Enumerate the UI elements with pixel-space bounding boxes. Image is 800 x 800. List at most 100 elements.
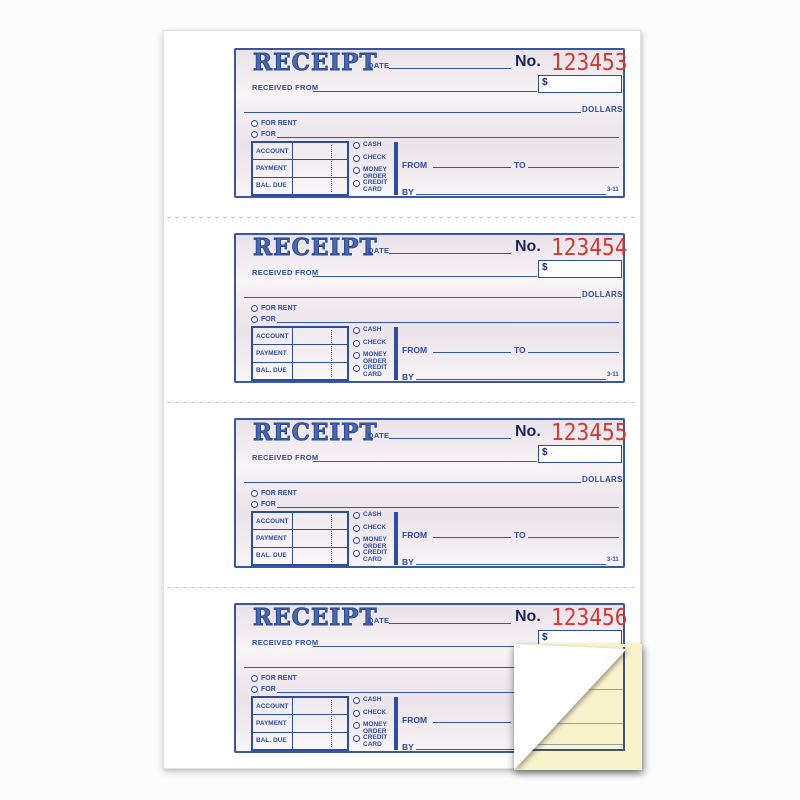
balance-due-row-value-cell bbox=[293, 733, 347, 749]
dollars-label: DOLLARS bbox=[582, 475, 623, 484]
by-label: BY bbox=[402, 187, 414, 197]
perforation-line bbox=[167, 587, 637, 588]
receipt-number: 123455 bbox=[551, 420, 628, 446]
payment-option-money-order: MONEY ORDER bbox=[353, 351, 399, 365]
to-blank-line bbox=[528, 167, 619, 169]
to-label: TO bbox=[514, 160, 526, 170]
payment-row-label: PAYMENT bbox=[253, 345, 293, 362]
receipt-number-label: No. bbox=[515, 238, 541, 255]
cash-radio-circle-icon bbox=[353, 697, 360, 704]
amount-box: $ bbox=[538, 260, 622, 278]
account-table-row: PAYMENT bbox=[253, 529, 347, 547]
money-order-label: MONEY ORDER bbox=[363, 536, 387, 550]
dollar-sign: $ bbox=[542, 262, 548, 273]
form-code: 3-11 bbox=[607, 557, 619, 563]
payment-option-check: CHECK bbox=[353, 154, 399, 162]
received-from-label: RECEIVED FROM bbox=[252, 268, 319, 277]
from-blank-line bbox=[433, 167, 511, 169]
by-label: BY bbox=[402, 557, 414, 567]
from-blank-line bbox=[433, 352, 511, 354]
money-order-label: MONEY ORDER bbox=[363, 721, 387, 735]
to-blank-line bbox=[528, 352, 619, 354]
amount-words-blank-line bbox=[244, 112, 581, 114]
payment-option-credit-card: CREDIT CARD bbox=[353, 179, 399, 193]
account-table-row: BAL. DUE bbox=[253, 546, 347, 564]
payment-option-credit-card: CREDIT CARD bbox=[353, 549, 399, 563]
money-order-radio-circle-icon bbox=[353, 537, 360, 544]
duplicate-bottom-border bbox=[518, 749, 625, 751]
money-order-label: MONEY ORDER bbox=[363, 351, 387, 365]
money-order-radio-circle-icon bbox=[353, 167, 360, 174]
from-blank-line bbox=[433, 537, 511, 539]
payment-option-check: CHECK bbox=[353, 339, 399, 347]
account-table-row: PAYMENT bbox=[253, 344, 347, 362]
cents-divider-dotted-line bbox=[331, 515, 332, 562]
balance-due-row-value-cell bbox=[293, 178, 347, 194]
date-label: DATE bbox=[368, 61, 390, 70]
for-blank-line bbox=[277, 507, 619, 509]
receipt-number: 123454 bbox=[551, 235, 628, 261]
for-blank-line bbox=[277, 137, 619, 139]
balance-due-row-label: BAL. DUE bbox=[253, 547, 293, 564]
balance-due-row-label: BAL. DUE bbox=[253, 177, 293, 194]
date-blank-line bbox=[389, 623, 511, 625]
for-radio-circle-icon bbox=[251, 316, 258, 323]
receipt-title: RECEIPT bbox=[253, 234, 378, 262]
receipt-form: RECEIPT DATE No. 123453 $ RECEIVED FROM … bbox=[234, 48, 628, 198]
date-label: DATE bbox=[368, 246, 390, 255]
credit-card-label: CREDIT CARD bbox=[363, 734, 388, 748]
check-radio-circle-icon bbox=[353, 155, 360, 162]
folded-corner-flap bbox=[514, 644, 642, 770]
payment-option-money-order: MONEY ORDER bbox=[353, 166, 399, 180]
credit-card-label: CREDIT CARD bbox=[363, 364, 388, 378]
form-code: 3-11 bbox=[607, 187, 619, 193]
account-table-row: ACCOUNT bbox=[253, 328, 347, 345]
check-label: CHECK bbox=[363, 154, 387, 161]
duplicate-ruled-line bbox=[520, 744, 624, 745]
from-label: FROM bbox=[402, 160, 428, 170]
amount-words-blank-line bbox=[244, 297, 581, 299]
payment-option-money-order: MONEY ORDER bbox=[353, 721, 399, 735]
dollar-sign: $ bbox=[542, 77, 548, 88]
check-radio-circle-icon bbox=[353, 340, 360, 347]
account-table: ACCOUNT PAYMENT BAL. DUE bbox=[251, 141, 349, 196]
folded-paper-triangle bbox=[514, 644, 627, 770]
payment-row-value-cell bbox=[293, 530, 347, 546]
received-from-blank-line bbox=[313, 276, 537, 278]
by-blank-line bbox=[416, 194, 606, 196]
by-label: BY bbox=[402, 372, 414, 382]
receipt-number-label: No. bbox=[515, 423, 541, 440]
date-label: DATE bbox=[368, 616, 390, 625]
payment-row-label: PAYMENT bbox=[253, 530, 293, 547]
duplicate-ruled-line bbox=[520, 723, 624, 724]
amount-box: $ bbox=[538, 75, 622, 93]
dollars-label: DOLLARS bbox=[582, 290, 623, 299]
by-blank-line bbox=[416, 379, 606, 381]
balance-due-row-label: BAL. DUE bbox=[253, 362, 293, 379]
credit-card-radio-circle-icon bbox=[353, 550, 360, 557]
check-label: CHECK bbox=[363, 524, 387, 531]
for-rent-radio-circle-icon bbox=[251, 675, 258, 682]
for-radio-circle-icon bbox=[251, 686, 258, 693]
cash-radio-circle-icon bbox=[353, 327, 360, 334]
from-label: FROM bbox=[402, 530, 428, 540]
cash-label: CASH bbox=[363, 141, 382, 148]
check-radio-circle-icon bbox=[353, 525, 360, 532]
account-table-row: PAYMENT bbox=[253, 714, 347, 732]
credit-card-radio-circle-icon bbox=[353, 180, 360, 187]
account-table-row: PAYMENT bbox=[253, 159, 347, 177]
money-order-label: MONEY ORDER bbox=[363, 166, 387, 180]
for-rent-radio-circle-icon bbox=[251, 120, 258, 127]
account-row-label: ACCOUNT bbox=[253, 698, 293, 715]
credit-card-radio-circle-icon bbox=[353, 365, 360, 372]
folded-corner bbox=[514, 644, 642, 770]
for-label: FOR bbox=[261, 316, 276, 323]
account-table-row: BAL. DUE bbox=[253, 176, 347, 194]
receipt-number: 123453 bbox=[551, 50, 628, 76]
account-row-label: ACCOUNT bbox=[253, 143, 293, 160]
receipt-number-label: No. bbox=[515, 53, 541, 70]
date-blank-line bbox=[389, 68, 511, 70]
account-row-value-cell bbox=[293, 513, 347, 529]
balance-due-row-value-cell bbox=[293, 548, 347, 564]
